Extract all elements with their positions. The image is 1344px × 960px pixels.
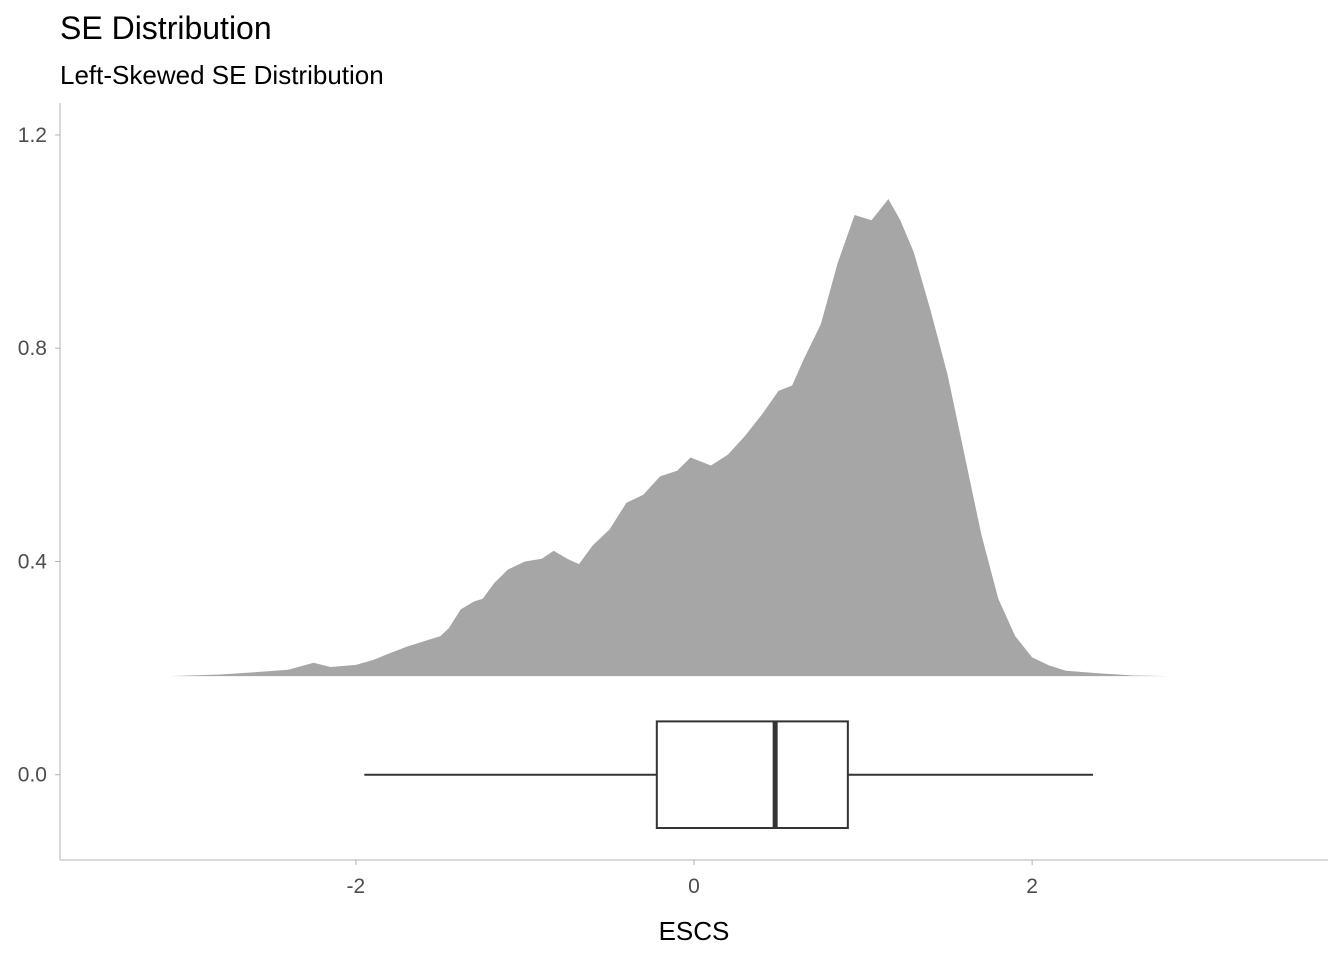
- chart-title: SE Distribution: [60, 10, 272, 46]
- x-tick-label: -2: [347, 875, 366, 898]
- x-tick-label: 2: [1026, 875, 1038, 898]
- y-tick-label: 1.2: [18, 124, 47, 147]
- y-tick-label: 0.4: [18, 550, 48, 573]
- y-axis: 0.0 0.4 0.8 1.2: [18, 103, 61, 860]
- boxplot: [364, 720, 1093, 830]
- plot-panel: [169, 199, 1168, 830]
- density-area: [169, 199, 1168, 677]
- y-tick-label: 0.8: [18, 337, 47, 360]
- x-axis: -2 0 2: [60, 859, 1328, 898]
- chart-subtitle: Left-Skewed SE Distribution: [60, 60, 384, 90]
- x-tick-label: 0: [688, 875, 700, 898]
- boxplot-box: [655, 720, 849, 830]
- x-axis-title: ESCS: [659, 916, 730, 946]
- y-tick-label: 0.0: [18, 764, 47, 787]
